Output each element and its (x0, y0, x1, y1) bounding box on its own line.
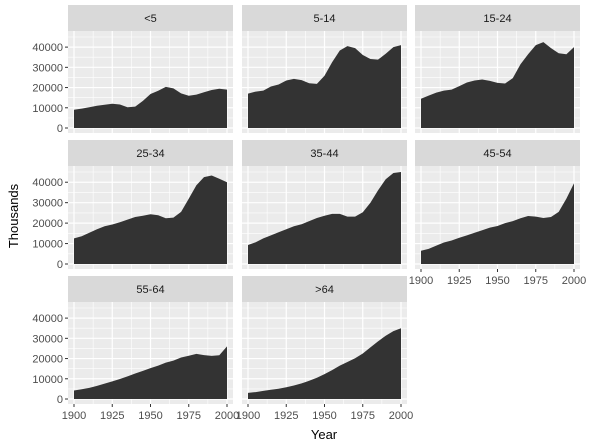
x-tick-label: 1975 (177, 410, 201, 422)
facet-strip (415, 140, 580, 166)
facet-strip (415, 5, 580, 31)
facet-strip-label: 5-14 (313, 13, 335, 25)
facet-strip (242, 5, 407, 31)
facet-strip-label: 25-34 (136, 148, 164, 160)
x-tick-label: 1900 (409, 275, 433, 287)
x-tick-label: 1900 (62, 410, 86, 422)
y-tick-label: 20000 (32, 218, 63, 230)
area-series (248, 328, 401, 399)
facet-strip (68, 5, 233, 31)
y-tick-label: 30000 (32, 198, 63, 210)
x-tick-label: 1925 (447, 275, 471, 287)
facet-strip-label: 15-24 (483, 13, 511, 25)
x-tick-label: 1925 (274, 410, 298, 422)
y-tick-label: 10000 (32, 103, 63, 115)
area-series (421, 42, 574, 128)
facet-panel: <5 0 10000 20000 30000 40000 (32, 5, 233, 135)
y-tick-label: 30000 (32, 62, 63, 74)
facet-panel: 35-44 (242, 140, 407, 269)
facet-strip (242, 140, 407, 166)
y-tick-label: 0 (57, 394, 63, 406)
y-tick-label: 40000 (32, 177, 63, 189)
y-tick-label: 30000 (32, 333, 63, 345)
y-axis-title: Thousands (6, 183, 21, 248)
facet-panel: 55-64 0 10000 20000 30000 40000 1900 1925 1950 19… (32, 276, 239, 422)
y-tick-label: 40000 (32, 42, 63, 54)
facet-strip-label: 55-64 (136, 284, 164, 296)
y-tick-label: 10000 (32, 239, 63, 251)
x-tick-label: 1975 (524, 275, 548, 287)
facet-strip (68, 276, 233, 302)
x-tick-label: 1950 (312, 410, 336, 422)
x-tick-label: 1950 (138, 410, 162, 422)
area-series (74, 175, 227, 264)
facet-strip-label: 35-44 (310, 148, 338, 160)
facet-strip-label: >64 (315, 284, 334, 296)
x-tick-label: 1975 (351, 410, 375, 422)
x-tick-label: 1950 (485, 275, 509, 287)
facet-panel: 45-54 1900 1925 1950 1975 2000 (409, 140, 586, 287)
facet-panel: 25-34 0 10000 20000 30000 40000 (32, 140, 233, 271)
x-tick-label: 1900 (236, 410, 260, 422)
y-tick-label: 0 (57, 123, 63, 135)
area-series (74, 86, 227, 128)
x-axis-title: Year (311, 427, 338, 442)
x-tick-label: 2000 (562, 275, 586, 287)
y-tick-label: 10000 (32, 374, 63, 386)
y-tick-label: 20000 (32, 83, 63, 95)
facet-strip-label: 45-54 (483, 148, 511, 160)
x-tick-label: 2000 (389, 410, 413, 422)
y-tick-label: 40000 (32, 313, 63, 325)
y-tick-label: 0 (57, 259, 63, 271)
x-tick-label: 1925 (100, 410, 124, 422)
y-tick-label: 20000 (32, 354, 63, 366)
x-tick-label: 2000 (215, 410, 239, 422)
facet-panel: >64 1900 1925 1950 1975 2000 (236, 276, 413, 422)
facet-strip-label: <5 (144, 13, 157, 25)
facet-panel: 5-14 (242, 5, 407, 133)
facet-strip (68, 140, 233, 166)
facet-strip (242, 276, 407, 302)
area-series (248, 45, 401, 128)
facet-panel: 15-24 (415, 5, 580, 133)
area-series (421, 183, 574, 264)
area-series (248, 172, 401, 264)
area-series (74, 346, 227, 399)
